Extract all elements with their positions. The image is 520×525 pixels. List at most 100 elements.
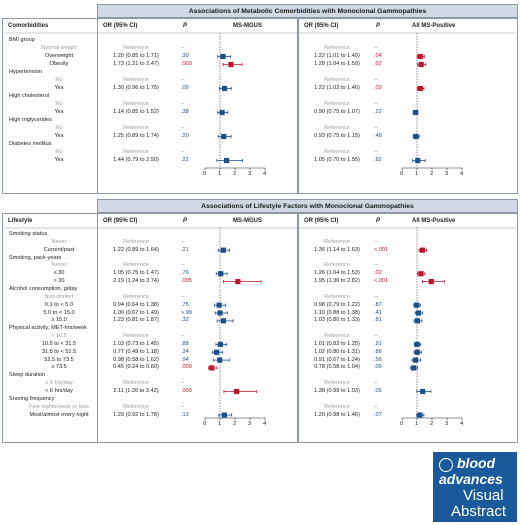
or-right-value: 1.26 (1.04 to 1.53) xyxy=(314,270,360,277)
row-reference-label: Non-drinker xyxy=(44,293,74,300)
row-category-label: BMI group xyxy=(9,37,35,43)
or-right-value: 0.91 (0.67 to 1.24) xyxy=(314,356,360,363)
p-left-value: -- xyxy=(181,149,185,155)
or-left-value: Reference xyxy=(123,333,149,340)
p-left-value: .76 xyxy=(181,270,189,277)
or-right-value: 0.78 (0.58 to 1.04) xyxy=(314,364,360,371)
row-reference-label: No xyxy=(55,125,63,131)
panel1-first-col-header: Comorbidities xyxy=(8,23,49,29)
panel1-p-header-left: P xyxy=(183,23,188,29)
logo-line4: Abstract xyxy=(451,503,507,520)
panel1-tick-label-left-0: 0 xyxy=(203,171,207,177)
row-level-label: 5.0 to < 15.0 xyxy=(43,309,75,316)
logo-line1: blood xyxy=(457,455,496,471)
panel2-or-header-right: OR (95% CI) xyxy=(304,218,339,224)
panel2-tick-label-right-1: 1 xyxy=(415,421,419,427)
p-left-value: .38 xyxy=(181,109,189,115)
or-right-value: 1.10 (0.88 to 1.38) xyxy=(314,309,360,316)
p-left-value: -- xyxy=(181,45,185,51)
point-estimate-left xyxy=(221,412,227,418)
panel2-tick-label-right-2: 2 xyxy=(430,421,434,427)
p-left-value: .24 xyxy=(181,348,189,355)
or-right-value: Reference xyxy=(324,125,350,131)
panel2-tick-label-left-4: 4 xyxy=(263,421,267,427)
or-left-value: 2.11 (1.26 to 3.42) xyxy=(113,388,159,394)
row-level-label: Obesity xyxy=(49,61,69,67)
or-left-value: 1.44 (0.79 to 2.50) xyxy=(113,157,159,163)
panel2-title: Associations of Lifestyle Factors with M… xyxy=(97,199,518,213)
p-right-value: .06 xyxy=(374,388,382,394)
panel1-tick-label-left-3: 3 xyxy=(248,171,252,177)
p-left-value: .005 xyxy=(181,278,192,285)
or-left-value: Reference xyxy=(123,101,149,107)
point-estimate-left xyxy=(217,341,224,347)
panel1-plot-header-left: MS-MGUS xyxy=(233,23,262,29)
point-estimate-left xyxy=(218,271,224,277)
p-right-value: -- xyxy=(374,101,378,107)
point-estimate-right xyxy=(414,302,420,308)
p-left-value: -- xyxy=(181,238,185,245)
p-right-value: -- xyxy=(374,293,378,300)
or-left-value: 0.45 (0.24 to 0.80) xyxy=(113,364,159,371)
row-level-label: Yes xyxy=(54,133,64,139)
row-level-label: Yes xyxy=(54,157,64,163)
row-level-label: ≤ 30 xyxy=(53,270,65,277)
or-left-value: 1.05 (0.75 to 1.47) xyxy=(113,270,159,277)
p-left-value: >.99 xyxy=(181,309,193,316)
row-category-label: Physical activity, MET-hrs/week xyxy=(9,325,87,332)
or-right-value: Reference xyxy=(324,77,350,83)
panel2-plot-header-left: MS-MGUS xyxy=(233,218,262,224)
or-right-value: 1.38 (0.99 to 1.93) xyxy=(314,388,360,394)
p-left-value: .32 xyxy=(181,317,189,324)
or-right-value: Reference xyxy=(324,238,350,245)
or-right-value: Reference xyxy=(324,149,350,155)
or-left-value: 1.20 (0.85 to 1.71) xyxy=(113,53,159,59)
panel2-tick-label-left-3: 3 xyxy=(248,421,252,427)
p-right-value: -- xyxy=(374,125,378,131)
panel2-tick-label-left-2: 2 xyxy=(233,421,237,427)
point-estimate-right xyxy=(412,109,419,116)
or-left-value: Reference xyxy=(123,238,149,245)
or-left-value: Reference xyxy=(123,380,149,387)
point-estimate-left xyxy=(220,53,226,60)
p-right-value: .48 xyxy=(374,133,382,139)
point-estimate-left xyxy=(220,318,227,324)
p-left-value: .09 xyxy=(181,85,189,91)
point-estimate-left xyxy=(217,310,223,316)
or-right-value: 1.28 (1.04 to 1.59) xyxy=(314,61,360,67)
p-left-value: -- xyxy=(181,293,185,300)
p-right-value: <.001 xyxy=(374,246,389,253)
or-left-value: 1.29 (0.92 to 1.78) xyxy=(113,411,159,418)
row-level-label: ≥ 15.0 xyxy=(51,317,67,324)
row-level-label: Most/almost every night xyxy=(29,411,89,418)
p-right-value: .02 xyxy=(374,61,382,67)
row-reference-label: No xyxy=(55,149,63,155)
panel2-tick-label-right-3: 3 xyxy=(445,421,449,427)
p-right-value: -- xyxy=(374,380,378,387)
p-left-value: -- xyxy=(181,101,185,107)
p-right-value: .91 xyxy=(374,340,382,347)
or-left-value: 1.23 (0.81 to 1.87) xyxy=(113,317,159,324)
p-right-value: -- xyxy=(374,238,378,245)
panel1-left-block xyxy=(97,18,298,194)
or-right-value: Reference xyxy=(324,101,350,107)
or-left-value: Reference xyxy=(123,125,149,131)
point-estimate-left xyxy=(209,365,215,371)
p-left-value: .003 xyxy=(181,61,192,67)
row-level-label: Yes xyxy=(54,85,64,91)
row-category-label: Hypertension xyxy=(9,69,42,75)
p-left-value: .13 xyxy=(181,411,189,418)
point-estimate-right xyxy=(414,349,420,355)
p-right-value: .07 xyxy=(374,411,382,418)
point-estimate-left xyxy=(224,157,230,164)
p-left-value: .003 xyxy=(181,388,192,394)
p-left-value: .30 xyxy=(181,53,189,59)
p-right-value: -- xyxy=(374,333,378,340)
panel2-first-col-header: Lifestyle xyxy=(8,218,33,224)
or-left-value: 1.73 (1.21 to 2.47) xyxy=(113,61,159,67)
point-estimate-left xyxy=(234,388,240,395)
p-right-value: -- xyxy=(374,77,378,83)
point-estimate-right xyxy=(418,61,424,68)
